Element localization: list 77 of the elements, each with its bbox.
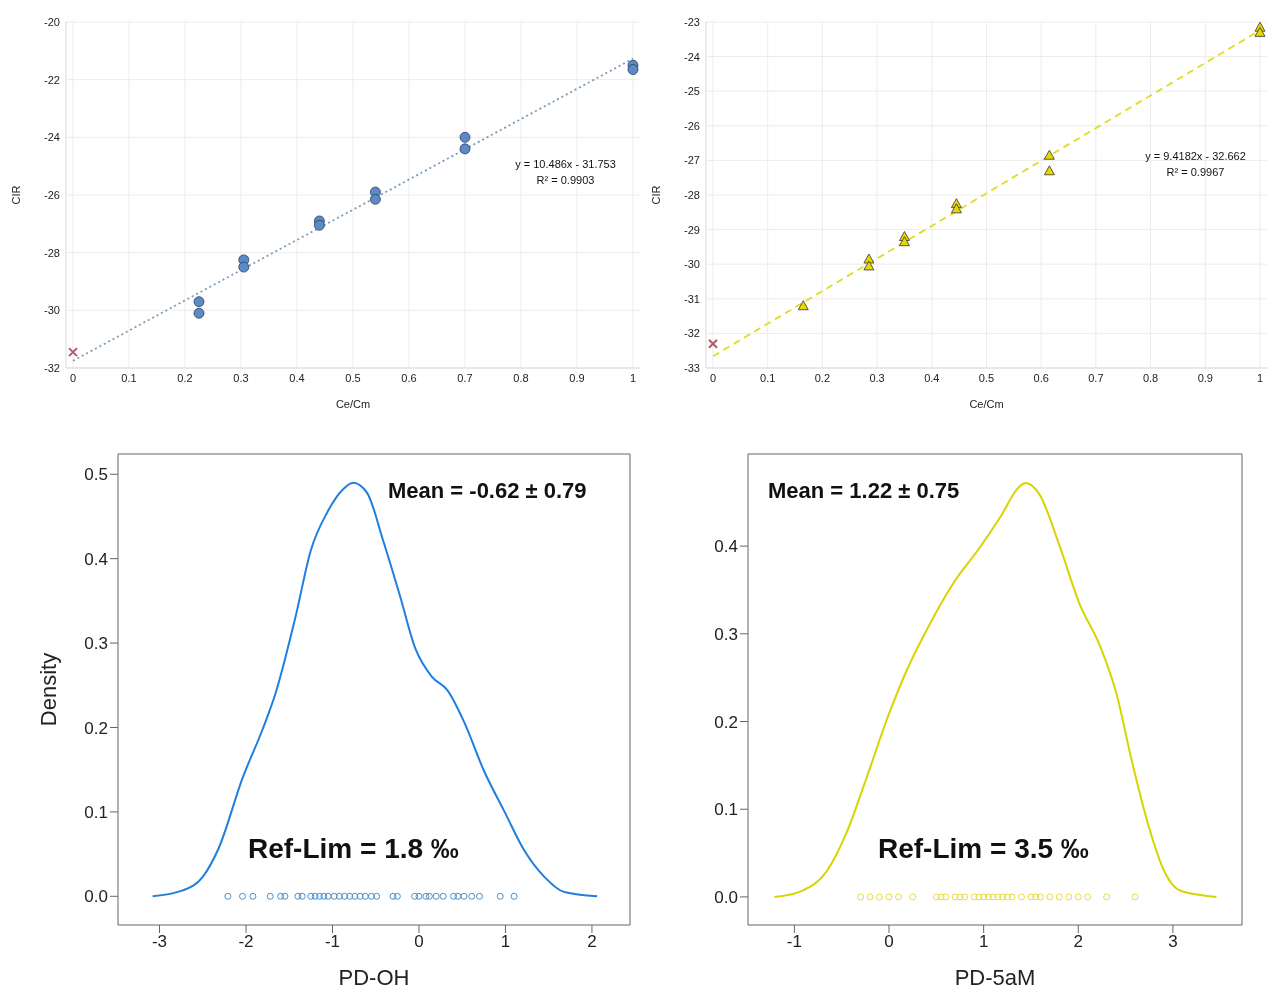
x-tick-label: 0.4 [924, 371, 940, 384]
y-tick-label: -20 [44, 15, 60, 28]
x-tick-label: 0.6 [401, 371, 417, 384]
annotation: Mean = 1.22 ± 0.75 [768, 478, 961, 504]
x-tick-label: 0.5 [345, 371, 361, 384]
x-tick-label: 0.4 [289, 371, 305, 384]
y-tick-label: 0.3 [714, 624, 738, 644]
x-tick-label: 0.8 [1142, 371, 1159, 384]
y-axis-title: Density [35, 652, 61, 727]
y-tick-label: 0.0 [84, 887, 108, 907]
y-tick-label: 0.0 [714, 887, 738, 907]
y-tick-label: 0.1 [84, 802, 108, 822]
x-tick-label: 3 [1168, 932, 1178, 952]
y-tick-label: -27 [684, 154, 700, 167]
x-tick-label: 0.2 [814, 371, 831, 384]
x-tick-label: 0.9 [1197, 371, 1213, 384]
y-tick-label: -24 [684, 50, 700, 63]
annotation: Ref-Lim = 1.8 ‰ [248, 833, 460, 865]
y-tick-label: -25 [684, 85, 700, 98]
annotation: R² = 0.9967 [1165, 166, 1226, 178]
y-tick-label: -26 [44, 188, 60, 201]
y-tick-label: 0.2 [84, 718, 108, 738]
y-tick-label: -28 [684, 188, 700, 201]
x-tick-label: 0.5 [978, 371, 995, 384]
annotation: y = 9.4182x - 32.662 [1144, 150, 1247, 162]
y-tick-label: -32 [44, 361, 60, 374]
x-tick-label: -1 [324, 932, 341, 952]
x-tick-label: 0 [69, 371, 77, 384]
x-tick-label: 1 [1256, 371, 1264, 384]
x-tick-label: 0.9 [569, 371, 585, 384]
y-axis-title: CIR [649, 185, 662, 205]
annotation: y = 10.486x - 31.753 [514, 158, 617, 170]
x-tick-label: 0.2 [177, 371, 193, 384]
y-tick-label: -33 [684, 361, 700, 374]
x-tick-label: 1 [978, 932, 989, 952]
y-tick-label: -22 [44, 73, 60, 86]
x-tick-label: 0.7 [457, 371, 473, 384]
y-tick-label: -28 [44, 246, 60, 259]
x-tick-label: 0.7 [1088, 371, 1104, 384]
y-tick-label: -23 [684, 15, 700, 28]
x-tick-label: -3 [151, 932, 168, 952]
annotation: R² = 0.9903 [535, 174, 596, 186]
x-tick-label: 2 [587, 932, 597, 952]
y-tick-label: 0.4 [714, 537, 738, 557]
x-tick-label: -1 [786, 932, 802, 952]
y-tick-label: -30 [684, 258, 700, 271]
y-tick-label: -30 [44, 304, 60, 317]
x-tick-label: 1 [629, 371, 637, 384]
x-tick-label: 0.1 [760, 371, 776, 384]
x-tick-label: 0.3 [869, 371, 885, 384]
y-tick-label: 0.3 [84, 634, 108, 654]
annotation: Ref-Lim = 3.5 ‰ [878, 833, 1090, 865]
x-tick-label: 0.8 [513, 371, 529, 384]
x-axis-title: PD-5aM [954, 965, 1036, 987]
x-axis-title: PD-OH [338, 965, 410, 987]
annotation: Mean = -0.62 ± 0.79 [388, 478, 588, 504]
y-tick-label: -32 [684, 327, 700, 340]
y-tick-label: -29 [684, 223, 700, 236]
x-tick-label: 1 [500, 932, 511, 952]
y-tick-label: -24 [44, 131, 60, 144]
x-axis-title: Ce/Cm [969, 398, 1004, 410]
y-axis-title: CIR [9, 185, 22, 205]
y-tick-label: 0.1 [714, 800, 738, 820]
x-tick-label: 0.6 [1033, 371, 1049, 384]
x-tick-label: 0.3 [233, 371, 249, 384]
y-tick-label: -31 [684, 292, 700, 305]
x-tick-label: 0 [709, 371, 717, 384]
x-tick-label: 0 [884, 932, 894, 952]
y-tick-label: 0.4 [84, 549, 108, 569]
x-tick-label: 0.1 [121, 371, 137, 384]
y-tick-label: 0.5 [84, 465, 108, 485]
x-tick-label: -2 [238, 932, 254, 952]
y-tick-label: -26 [684, 119, 700, 132]
x-tick-label: 2 [1073, 932, 1084, 952]
x-tick-label: 0 [414, 932, 424, 952]
y-tick-label: 0.2 [714, 712, 738, 732]
x-axis-title: Ce/Cm [335, 398, 371, 410]
